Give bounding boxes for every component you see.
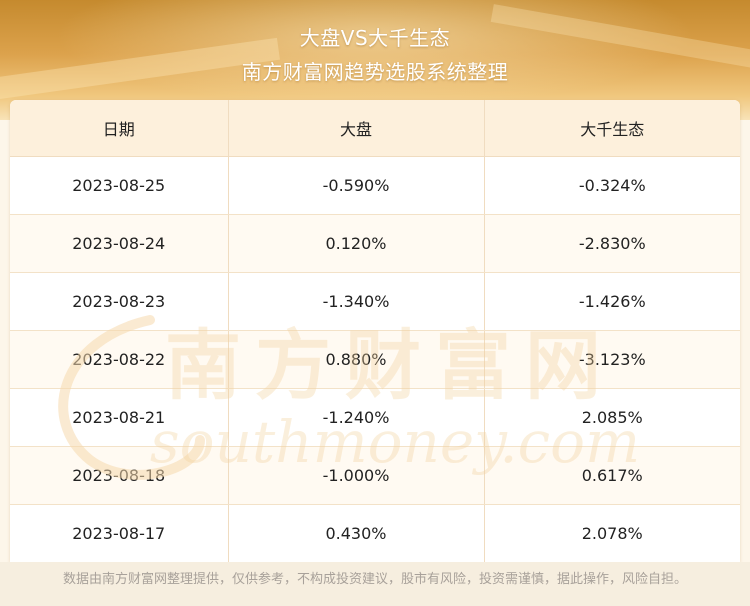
cell-market-change: -1.000%	[228, 446, 485, 505]
cell-stock-change: -1.426%	[484, 272, 740, 331]
column-header-stock: 大千生态	[484, 100, 740, 157]
data-table-card: 日期 大盘 大千生态 2023-08-25 -0.590% -0.324% 20…	[10, 100, 740, 562]
cell-market-change: -1.240%	[228, 388, 485, 447]
cell-date: 2023-08-24	[10, 214, 229, 273]
disclaimer-footer: 数据由南方财富网整理提供，仅供参考，不构成投资建议，股市有风险，投资需谨慎，据此…	[0, 562, 750, 606]
table-row: 2023-08-25 -0.590% -0.324%	[10, 156, 740, 215]
cell-market-change: 0.880%	[228, 330, 485, 389]
page-title: 大盘VS大千生态	[299, 26, 451, 50]
table-row: 2023-08-24 0.120% -2.830%	[10, 214, 740, 273]
cell-market-change: -1.340%	[228, 272, 485, 331]
header-banner: 大盘VS大千生态 南方财富网趋势选股系统整理	[0, 0, 750, 120]
cell-stock-change: -0.324%	[484, 156, 740, 215]
cell-market-change: 0.430%	[228, 504, 485, 562]
cell-date: 2023-08-23	[10, 272, 229, 331]
cell-market-change: 0.120%	[228, 214, 485, 273]
page-subtitle: 南方财富网趋势选股系统整理	[241, 60, 509, 84]
table-row: 2023-08-18 -1.000% 0.617%	[10, 446, 740, 505]
cell-date: 2023-08-21	[10, 388, 229, 447]
cell-date: 2023-08-17	[10, 504, 229, 562]
cell-stock-change: 2.085%	[484, 388, 740, 447]
cell-stock-change: -3.123%	[484, 330, 740, 389]
table-row: 2023-08-21 -1.240% 2.085%	[10, 388, 740, 447]
comparison-table: 日期 大盘 大千生态 2023-08-25 -0.590% -0.324% 20…	[10, 100, 740, 562]
cell-date: 2023-08-25	[10, 156, 229, 215]
cell-stock-change: 2.078%	[484, 504, 740, 562]
cell-market-change: -0.590%	[228, 156, 485, 215]
cell-date: 2023-08-18	[10, 446, 229, 505]
table-row: 2023-08-17 0.430% 2.078%	[10, 504, 740, 562]
table-row: 2023-08-23 -1.340% -1.426%	[10, 272, 740, 331]
column-header-market: 大盘	[228, 100, 485, 157]
table-row: 2023-08-22 0.880% -3.123%	[10, 330, 740, 389]
cell-stock-change: 0.617%	[484, 446, 740, 505]
table-header-row: 日期 大盘 大千生态	[10, 100, 740, 157]
cell-date: 2023-08-22	[10, 330, 229, 389]
column-header-date: 日期	[10, 100, 229, 157]
cell-stock-change: -2.830%	[484, 214, 740, 273]
